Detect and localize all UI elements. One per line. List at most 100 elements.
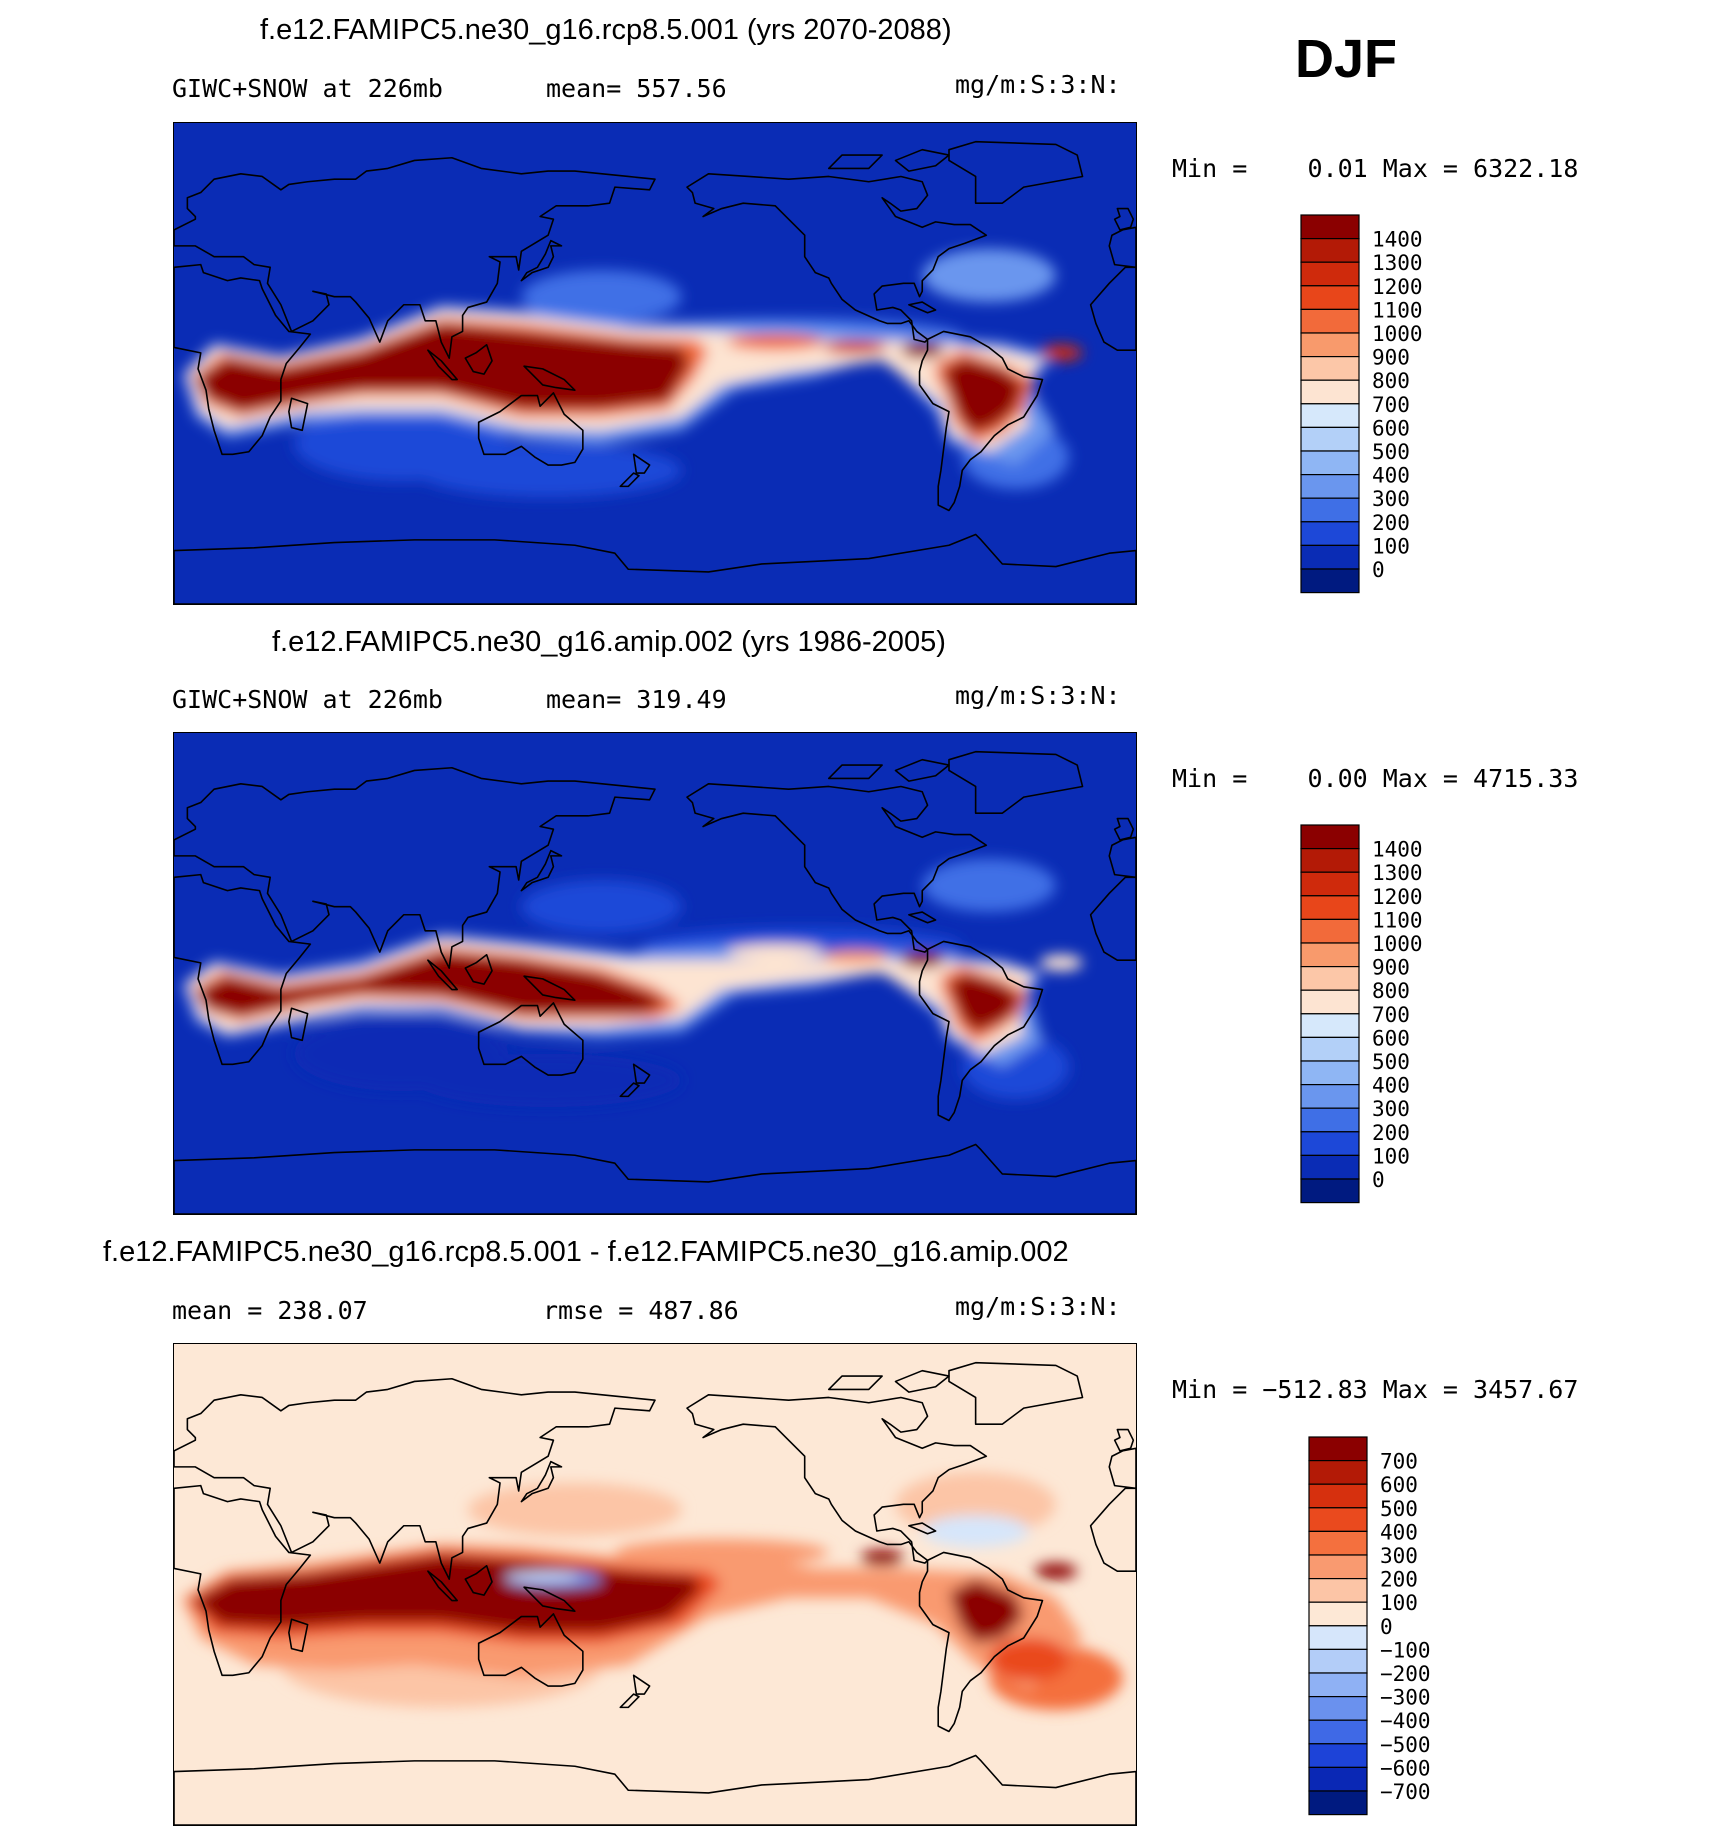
coastline <box>632 1063 651 1084</box>
field-shading <box>181 858 1083 1108</box>
colorbar-tick-label: 1300 <box>1372 861 1423 885</box>
coastline <box>908 301 937 314</box>
colorbar-tick-label: 900 <box>1372 956 1410 980</box>
coastline <box>174 533 1136 604</box>
colorbar-swatch <box>1308 1530 1368 1556</box>
coastline <box>464 953 493 985</box>
coastline <box>520 849 563 892</box>
colorbar-swatch <box>1300 871 1360 897</box>
colorbar-swatch <box>1300 1131 1360 1156</box>
colorbar-swatch <box>1300 474 1360 499</box>
colorbar-swatch <box>1308 1554 1368 1580</box>
coastline <box>948 750 1084 814</box>
coastline <box>1108 1447 1136 1490</box>
colorbar-tick-label: 100 <box>1372 534 1410 558</box>
colorbar-tick-label: 300 <box>1372 1097 1410 1121</box>
colorbar-tick-label: 600 <box>1372 416 1410 440</box>
field-blob <box>467 1482 682 1537</box>
map-svg <box>174 123 1136 604</box>
coastline <box>174 156 656 359</box>
coastline <box>427 349 459 381</box>
panel-3-colorbar: 700 600 500 400 300 200 100 0 −100 −200 −300 −400 −5… <box>1308 1436 1508 1818</box>
colorbar-swatch <box>1308 1743 1368 1768</box>
colorbar-tick-label: 1400 <box>1372 228 1423 252</box>
coastline <box>477 392 584 466</box>
colorbar-svg: 1400130012001100100090080070060050040030… <box>1300 214 1423 594</box>
coastline <box>174 263 312 456</box>
colorbar-svg: 7006005004003002001000−100−200−300−400−5… <box>1308 1436 1431 1816</box>
field-blob <box>727 944 824 961</box>
coastline <box>174 1484 312 1677</box>
field-blob <box>521 879 682 934</box>
field-region <box>948 973 1022 1033</box>
colorbar-tick-label: 1100 <box>1372 908 1423 932</box>
coastline <box>464 1564 493 1596</box>
coastline <box>174 1754 1136 1825</box>
colorbar-swatch <box>1300 214 1360 240</box>
field-blob <box>900 952 944 969</box>
coastline <box>288 1618 309 1653</box>
coastline <box>686 1393 988 1564</box>
field-blob <box>414 443 682 498</box>
field-blob <box>900 342 944 359</box>
season-label: DJF <box>1295 29 1398 89</box>
coastline <box>894 758 950 782</box>
colorbar-tick-label: 700 <box>1372 1003 1410 1027</box>
panel-1-mean-label: mean= 557.56 <box>546 74 727 103</box>
coastline <box>523 365 576 391</box>
field-blob <box>922 248 1056 303</box>
field-blob <box>1034 1563 1078 1580</box>
colorbar-swatch <box>1300 942 1360 968</box>
colorbar-tick-label: 500 <box>1372 440 1410 464</box>
colorbar-swatch <box>1300 989 1360 1015</box>
colorbar-swatch <box>1300 1060 1360 1086</box>
panel-3-rmse-label: rmse = 487.86 <box>543 1296 739 1325</box>
coastline <box>288 1007 309 1042</box>
coastline <box>1089 876 1136 961</box>
coastline <box>174 766 656 969</box>
coastline <box>632 1674 651 1695</box>
coastline <box>427 1570 459 1602</box>
coastline <box>523 975 576 1001</box>
panel-2-colorbar: 1400 1300 1200 1100 1000 900 800 700 600 500 400 30… <box>1300 824 1500 1206</box>
panel-2-title: f.e12.FAMIPC5.ne30_g16.amip.002 (yrs 198… <box>272 626 946 658</box>
colorbar-tick-label: 1400 <box>1372 838 1423 862</box>
field-blob <box>823 950 888 965</box>
colorbar-swatch <box>1300 1036 1360 1062</box>
panel-2-map <box>173 732 1137 1215</box>
colorbar-tick-label: 1200 <box>1372 275 1423 299</box>
coastlines <box>174 140 1136 604</box>
colorbar-tick-label: 300 <box>1380 1544 1418 1568</box>
coastline <box>1113 207 1135 231</box>
colorbar-tick-label: 500 <box>1372 1050 1410 1074</box>
coastline <box>908 1522 937 1535</box>
coastline <box>686 782 988 953</box>
colorbar-swatch <box>1300 966 1360 991</box>
colorbar-swatch <box>1300 918 1360 944</box>
colorbar-tick-label: −600 <box>1380 1756 1431 1780</box>
colorbar-swatch <box>1300 285 1360 311</box>
colorbar-swatch <box>1300 261 1360 287</box>
colorbar-swatch <box>1308 1790 1368 1816</box>
colorbar-tick-label: 600 <box>1380 1473 1418 1497</box>
coastline <box>619 1693 640 1709</box>
colorbar-swatch <box>1300 379 1360 405</box>
colorbar-tick-label: 800 <box>1372 979 1410 1003</box>
coastline <box>1113 817 1135 841</box>
coastline <box>619 1082 640 1098</box>
colorbar-swatch <box>1308 1483 1368 1509</box>
colorbar-tick-label: 600 <box>1372 1026 1410 1050</box>
panel-3-mean-label: mean = 238.07 <box>172 1296 368 1325</box>
colorbar-swatch <box>1308 1648 1368 1674</box>
field-blob <box>823 340 888 355</box>
field-region <box>195 952 669 1017</box>
colorbar-swatch <box>1300 238 1360 263</box>
colorbar-swatch <box>1308 1460 1368 1485</box>
coastline <box>523 1586 576 1612</box>
colorbar-swatch <box>1308 1696 1368 1721</box>
colorbar-tick-label: 200 <box>1372 511 1410 535</box>
coastline <box>894 148 950 172</box>
panel-3-units: mg/m:S:3:N: <box>955 1292 1121 1321</box>
field-blob <box>1039 344 1083 361</box>
coastline <box>520 1460 563 1503</box>
